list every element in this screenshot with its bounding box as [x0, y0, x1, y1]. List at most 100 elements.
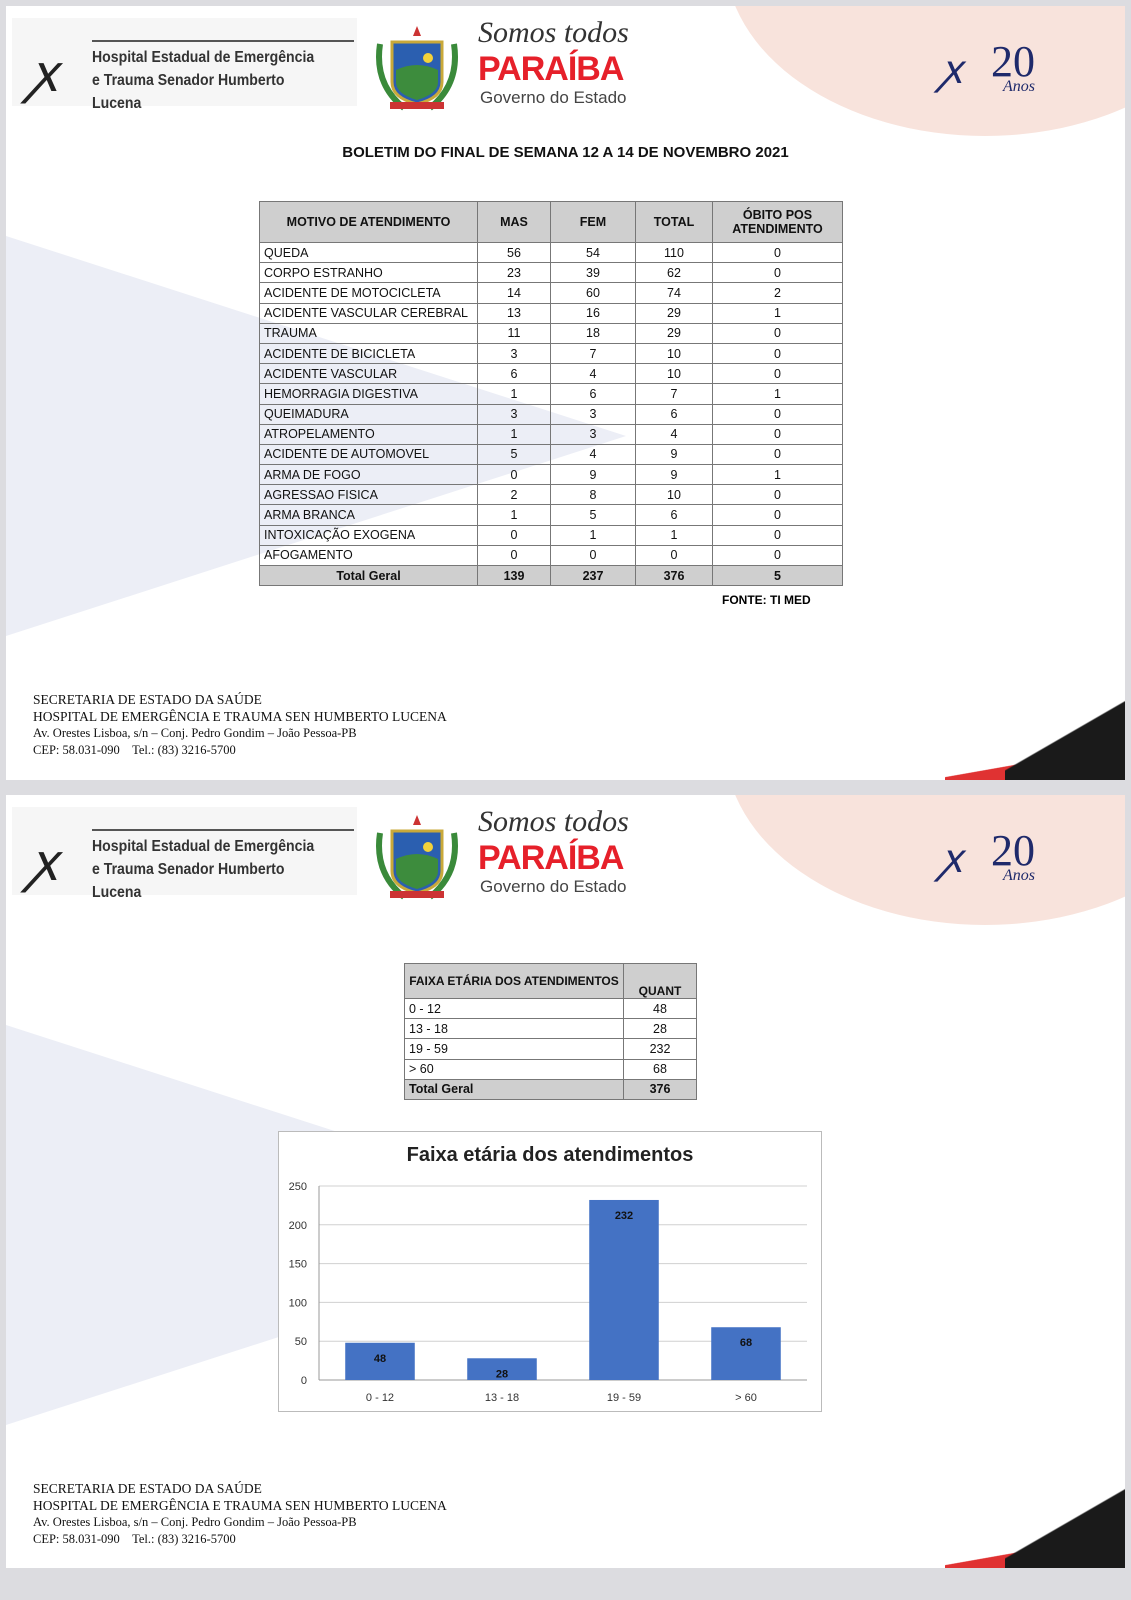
- cell-male: 56: [477, 241, 551, 264]
- x-tick-label: 13 - 18: [485, 1392, 519, 1404]
- state-crest-icon: [376, 26, 458, 111]
- footer-line: HOSPITAL DE EMERGÊNCIA E TRAUMA SEN HUMB…: [33, 1497, 447, 1513]
- x-tick-label: 0 - 12: [366, 1392, 394, 1404]
- y-tick-label: 200: [289, 1220, 307, 1232]
- page-2: ꭗ Hospital Estadual de Emergência e Traum…: [6, 795, 1125, 1568]
- cell-female: 6: [550, 383, 636, 405]
- cell-reason: ACIDENTE DE AUTOMOVEL: [259, 443, 478, 466]
- cell-deaths: 0: [712, 262, 843, 284]
- cell-male: 6: [477, 363, 551, 385]
- cell-reason: TRAUMA: [259, 322, 478, 344]
- header-quantity: QUANT: [623, 963, 697, 999]
- hospital-name-line2: e Trauma Senador Humberto Lucena: [92, 861, 285, 901]
- table-header-row: FAIXA ETÁRIA DOS ATENDIMENTOS QUANT: [404, 963, 697, 999]
- total-quantity: 376: [623, 1078, 697, 1100]
- bar: [467, 1358, 537, 1380]
- cell-reason: AFOGAMENTO: [259, 544, 478, 567]
- table-row: 0 - 12 48: [404, 997, 697, 1020]
- x-tick-label: > 60: [735, 1392, 757, 1404]
- cell-deaths: 0: [712, 544, 843, 567]
- bar: [345, 1342, 415, 1380]
- cell-male: 3: [477, 342, 551, 365]
- decorative-stripe-black: [1005, 690, 1125, 780]
- cell-reason: ACIDENTE DE BICICLETA: [259, 342, 478, 365]
- total-reason: Total Geral: [259, 564, 478, 587]
- cell-male: 0: [477, 464, 551, 486]
- cell-female: 3: [550, 423, 636, 445]
- cell-total: 74: [635, 282, 713, 304]
- table-row: ACIDENTE VASCULAR 6 4 10 0: [259, 363, 843, 385]
- cell-deaths: 0: [712, 443, 843, 466]
- data-label: 28: [496, 1368, 508, 1380]
- cell-deaths: 0: [712, 504, 843, 526]
- footer-line: SECRETARIA DE ESTADO DA SAÚDE: [33, 1481, 262, 1496]
- header-male: MAS: [477, 201, 551, 243]
- header-deaths: ÓBITO POS ATENDIMENTO: [712, 201, 843, 243]
- cell-male: 23: [477, 262, 551, 284]
- source-note: FONTE: TI MED: [722, 593, 811, 607]
- cell-total: 110: [635, 241, 713, 264]
- chart-title: Faixa etária dos atendimentos: [406, 1144, 694, 1166]
- cell-deaths: 0: [712, 363, 843, 385]
- table-row: ACIDENTE VASCULAR CEREBRAL 13 16 29 1: [259, 302, 843, 324]
- cell-male: 0: [477, 544, 551, 567]
- table-row: > 60 68: [404, 1058, 697, 1080]
- cell-male: 2: [477, 484, 551, 506]
- cell-total: 7: [635, 383, 713, 405]
- footer: SECRETARIA DE ESTADO DA SAÚDE HOSPITAL D…: [33, 1481, 447, 1547]
- cell-total: 29: [635, 322, 713, 344]
- decorative-shape: [725, 795, 1125, 925]
- footer-contact: CEP: 58.031-090 Tel.: (83) 3216-5700: [33, 1531, 236, 1546]
- cell-female: 60: [550, 282, 636, 304]
- cell-female: 39: [550, 262, 636, 284]
- hospital-name-line1: Hospital Estadual de Emergência: [92, 838, 315, 855]
- cell-deaths: 0: [712, 342, 843, 365]
- table-row: QUEDA 56 54 110 0: [259, 241, 843, 264]
- bulletin-title: BOLETIM DO FINAL DE SEMANA 12 A 14 DE NO…: [342, 144, 789, 161]
- x-tick-label: 19 - 59: [607, 1392, 641, 1404]
- cell-deaths: 0: [712, 484, 843, 506]
- cell-quantity: 232: [623, 1038, 697, 1060]
- table-row: ARMA DE FOGO 0 9 9 1: [259, 464, 843, 486]
- cell-total: 9: [635, 443, 713, 466]
- cell-reason: ARMA DE FOGO: [259, 464, 478, 486]
- cell-total: 1: [635, 524, 713, 546]
- cell-female: 0: [550, 544, 636, 567]
- slogan-state: PARAÍBA: [478, 50, 624, 88]
- cell-total: 6: [635, 403, 713, 425]
- total-total: 376: [635, 564, 713, 587]
- cell-female: 9: [550, 464, 636, 486]
- cell-female: 18: [550, 322, 636, 344]
- cell-quantity: 48: [623, 997, 697, 1020]
- table-row: ACIDENTE DE MOTOCICLETA 14 60 74 2: [259, 282, 843, 304]
- hospital-logo: ꭗ Hospital Estadual de Emergência e Traum…: [12, 807, 357, 901]
- cell-reason: ACIDENTE VASCULAR CEREBRAL: [259, 302, 478, 324]
- cell-deaths: 1: [712, 464, 843, 486]
- cell-reason: ACIDENTE DE MOTOCICLETA: [259, 282, 478, 304]
- cell-total: 10: [635, 363, 713, 385]
- cell-reason: AGRESSAO FISICA: [259, 484, 478, 506]
- y-tick-label: 100: [289, 1297, 307, 1309]
- anniversary-number: 20: [991, 826, 1035, 875]
- cell-male: 13: [477, 302, 551, 324]
- cell-age-range: 13 - 18: [404, 1018, 624, 1040]
- attendance-reason-table: MOTIVO DE ATENDIMENTO MAS FEM TOTAL ÓBIT…: [259, 201, 843, 587]
- cell-male: 14: [477, 282, 551, 304]
- cell-female: 1: [550, 524, 636, 546]
- table-row: ATROPELAMENTO 1 3 4 0: [259, 423, 843, 445]
- page-1: ꭗ Hospital Estadual de Emergência e Traum…: [6, 6, 1125, 780]
- cell-female: 7: [550, 342, 636, 365]
- age-range-table: FAIXA ETÁRIA DOS ATENDIMENTOS QUANT 0 - …: [404, 963, 697, 1100]
- cell-deaths: 0: [712, 241, 843, 264]
- cell-female: 5: [550, 504, 636, 526]
- cell-total: 9: [635, 464, 713, 486]
- anniversary-logo: ꭗ 20 Anos: [941, 36, 1061, 106]
- cell-total: 62: [635, 262, 713, 284]
- cell-total: 10: [635, 342, 713, 365]
- header-reason: MOTIVO DE ATENDIMENTO: [259, 201, 478, 243]
- total-label: Total Geral: [404, 1078, 624, 1100]
- cell-deaths: 1: [712, 383, 843, 405]
- anniversary-mark-icon: ꭗ: [941, 48, 963, 92]
- anniversary-logo: ꭗ 20 Anos: [941, 825, 1061, 895]
- data-label: 68: [740, 1337, 752, 1349]
